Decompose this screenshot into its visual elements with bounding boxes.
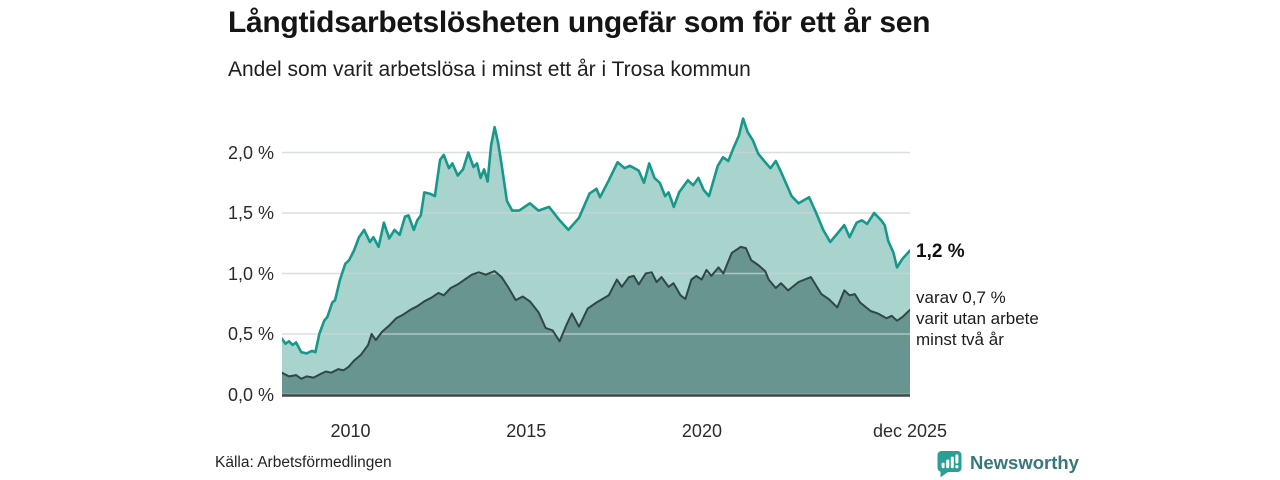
- plot-area: [280, 109, 912, 401]
- y-axis-label: 1,5 %: [227, 203, 274, 223]
- x-axis-label: 2010: [330, 421, 371, 441]
- x-axis-label: 2020: [681, 421, 722, 441]
- y-axis-label: 2,0 %: [227, 142, 274, 163]
- total-line: [280, 117, 912, 355]
- chart-title: Långtidsarbetslösheten ungefär som för e…: [228, 6, 931, 39]
- subset-label-line-3: minst två år: [916, 330, 1004, 349]
- newsworthy-logo-icon: [937, 451, 962, 478]
- branding: Newsworthy: [936, 450, 1079, 478]
- subset-label-line-2: varit utan arbete: [916, 309, 1039, 328]
- plot-svg: [280, 117, 912, 397]
- x-axis-label: dec 2025: [872, 421, 948, 441]
- subset-value-label: varav 0,7 % varit utan arbete minst två …: [916, 287, 1039, 350]
- source-note: Källa: Arbetsförmedlingen: [215, 454, 392, 471]
- x-axis-label: 2015: [506, 421, 547, 441]
- area-subset-fill: [282, 246, 910, 395]
- subset-line: [281, 245, 911, 380]
- y-axis-label: 0,0 %: [227, 384, 274, 405]
- branding-name: Newsworthy: [970, 452, 1079, 473]
- chart-subtitle: Andel som varit arbetslösa i minst ett å…: [228, 58, 751, 81]
- latest-value-label: 1,2 %: [916, 241, 965, 262]
- y-axis-label: 1,0 %: [227, 263, 274, 284]
- subset-label-line-1: varav 0,7 %: [916, 288, 1006, 307]
- y-axis-label: 0,5 %: [227, 324, 274, 344]
